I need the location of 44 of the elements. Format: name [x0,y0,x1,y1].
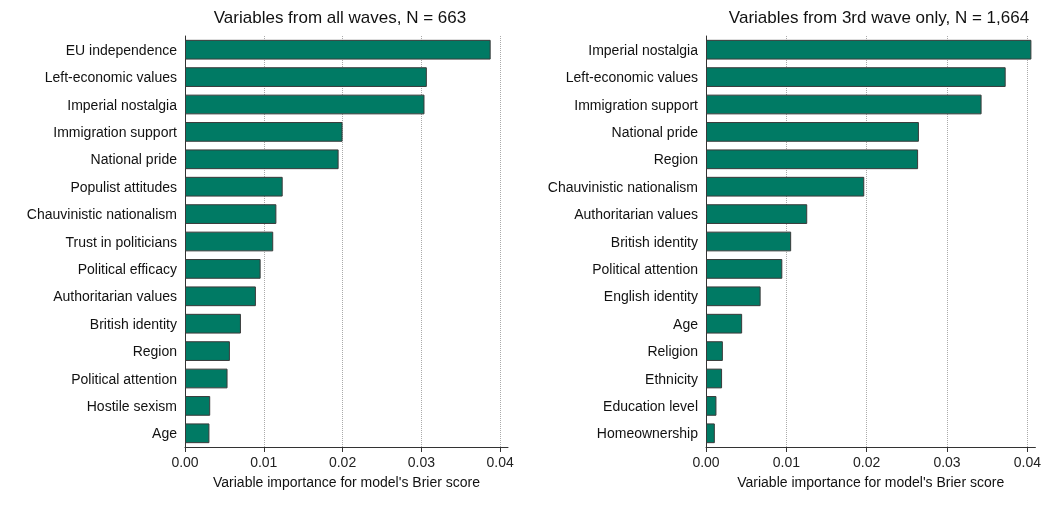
y-tick-label: Imperial nostalgia [588,41,699,58]
y-tick-label: Imperial nostalgia [67,96,178,113]
x-tick-label: 0.03 [933,454,961,470]
y-tick-label: Populist attitudes [70,178,177,195]
y-tick-label: Authoritarian values [574,206,698,223]
chart-title: Variables from all waves, N = 663 [213,8,467,27]
x-tick-label: 0.01 [250,454,278,470]
y-tick-label: Political efficacy [77,260,177,277]
chart-title: Variables from 3rd wave only, N = 1,664 [728,8,1030,27]
y-tick-label: Left-economic values [44,69,177,86]
y-tick-label: Region [653,151,698,168]
y-tick-label: National pride [611,123,699,140]
x-tick-label: 0.02 [853,454,881,470]
y-tick-label: Hostile sexism [86,397,177,414]
y-tick-label: English identity [603,288,698,305]
y-tick-label: Chauvinistic nationalism [547,178,698,195]
x-axis-title: Variable importance for model's Brier score [213,474,481,490]
y-tick-label: Education level [603,397,698,414]
y-tick-label: Left-economic values [565,69,698,86]
y-tick-label: Ethnicity [645,370,698,387]
y-tick-label: Immigration support [574,96,699,113]
y-tick-label: Age [673,315,699,332]
x-axis-title: Variable importance for model's Brier score [737,474,1005,490]
y-tick-label: Chauvinistic nationalism [26,206,177,223]
x-tick-label: 0.00 [171,454,199,470]
y-tick-label: Immigration support [53,123,178,140]
y-tick-label: British identity [89,315,177,332]
y-tick-label: EU independence [65,41,178,58]
y-tick-label: Trust in politicians [65,233,177,250]
y-tick-label: National pride [90,151,178,168]
x-tick-label: 0.04 [1013,454,1042,470]
y-tick-label: Political attention [71,370,177,387]
y-tick-label: Political attention [592,260,698,277]
y-tick-label: British identity [610,233,698,250]
x-tick-label: 0.02 [328,454,357,470]
x-tick-label: 0.03 [407,454,436,470]
y-tick-label: Authoritarian values [53,288,177,305]
x-tick-label: 0.01 [772,454,801,470]
y-tick-label: Homeownership [596,425,699,442]
x-tick-label: 0.04 [486,454,514,470]
y-tick-label: Religion [647,343,698,360]
y-tick-label: Age [152,425,178,442]
y-tick-label: Region [132,343,177,360]
x-tick-label: 0.00 [692,454,720,470]
